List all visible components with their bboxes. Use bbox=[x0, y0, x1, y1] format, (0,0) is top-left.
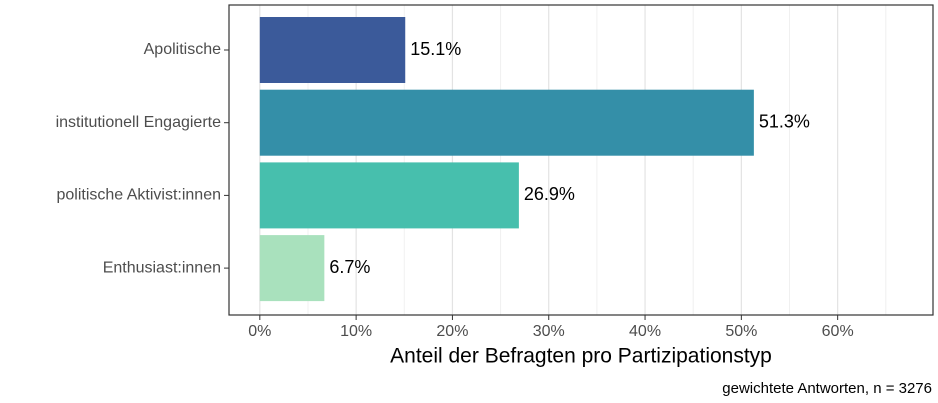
caption: gewichtete Antworten, n = 3276 bbox=[722, 380, 932, 397]
bar bbox=[259, 235, 325, 302]
x-tick-label: 60% bbox=[822, 323, 854, 340]
y-tick-label: politische Aktivist:innen bbox=[56, 187, 221, 204]
y-tick-label: institutionell Engagierte bbox=[56, 114, 222, 131]
y-tick-label: Apolitische bbox=[144, 41, 221, 58]
x-tick-label: 20% bbox=[436, 323, 468, 340]
value-label: 15.1% bbox=[410, 39, 461, 59]
y-tick-label: Enthusiast:innen bbox=[103, 259, 221, 276]
x-tick-label: 0% bbox=[248, 323, 271, 340]
x-axis-label: Anteil der Befragten pro Partizipationst… bbox=[390, 345, 772, 368]
x-tick-label: 10% bbox=[340, 323, 372, 340]
panel-border bbox=[228, 4, 934, 316]
value-label: 26.9% bbox=[524, 184, 575, 204]
x-tick-label: 40% bbox=[629, 323, 661, 340]
bar bbox=[259, 162, 519, 229]
bar bbox=[259, 17, 406, 83]
value-label: 6.7% bbox=[329, 257, 370, 277]
bar bbox=[259, 89, 754, 156]
value-label: 51.3% bbox=[759, 111, 810, 131]
x-tick-label: 30% bbox=[533, 323, 565, 340]
x-tick-label: 50% bbox=[725, 323, 757, 340]
